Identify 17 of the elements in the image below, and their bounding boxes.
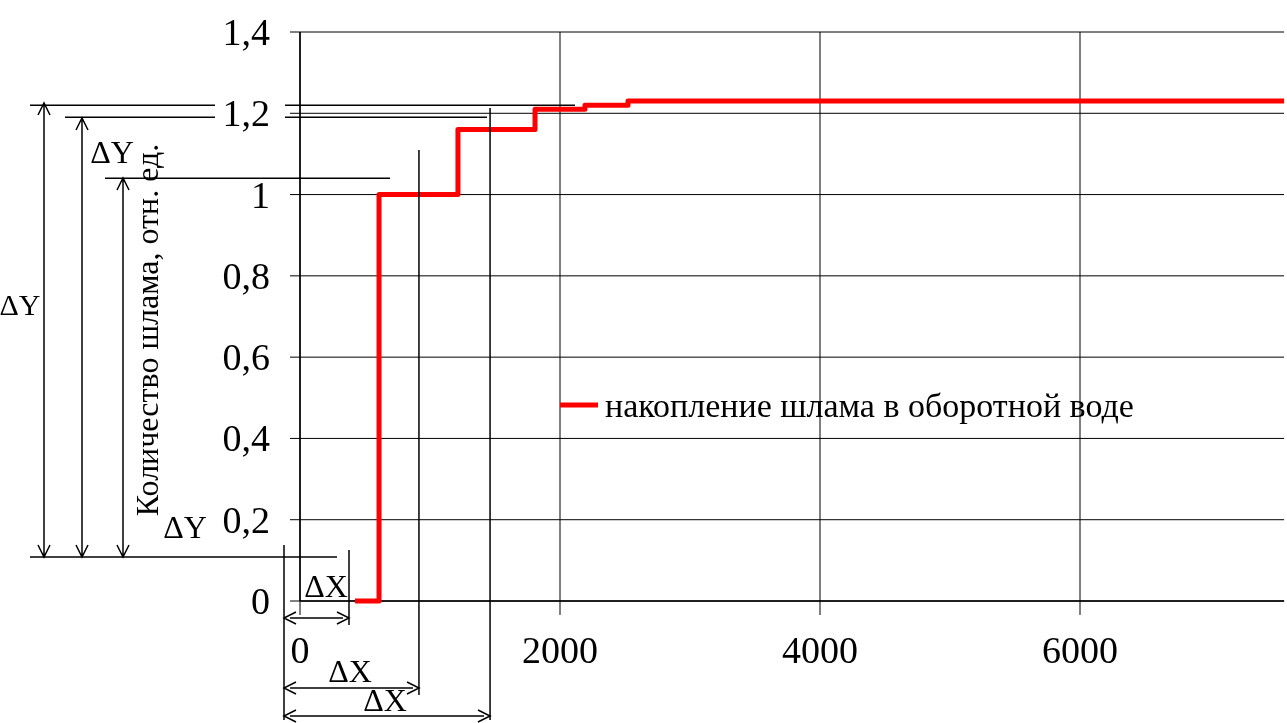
text: ΔY	[0, 288, 41, 321]
y-tick-label: 1	[251, 173, 270, 216]
y-tick-label: 0,4	[222, 417, 270, 460]
y-tick-label: 0,6	[222, 336, 270, 379]
x-tick-label: 6000	[1042, 629, 1118, 671]
y-tick-label: 0	[251, 580, 270, 622]
legend-label: накопление шлама в оборотной воде	[605, 386, 1134, 424]
y-tick-label: 1,2	[222, 92, 270, 135]
text: ΔY	[163, 509, 207, 545]
y-tick-label: 0,8	[222, 254, 270, 297]
x-tick-label: 0	[290, 629, 310, 671]
annotation: ΔX	[304, 568, 348, 604]
text: ΔY	[90, 134, 134, 170]
y-tick-label: 0,2	[222, 498, 270, 541]
y-tick-label: 1,4	[222, 11, 270, 53]
x-tick-label: 4000	[782, 629, 858, 671]
x-tick-label: 2000	[522, 629, 598, 671]
